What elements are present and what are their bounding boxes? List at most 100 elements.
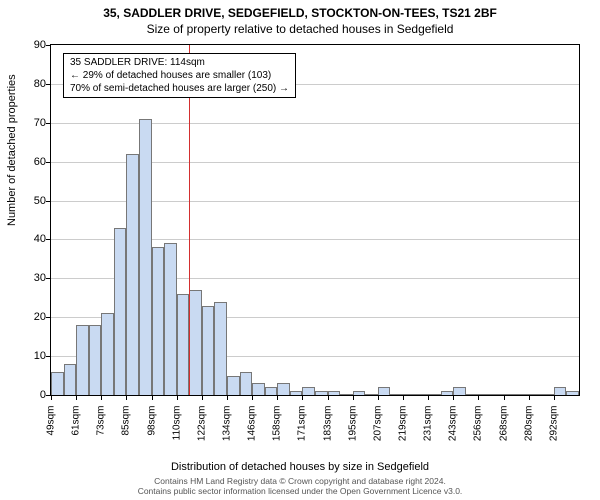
x-tick-mark [353,396,354,400]
histogram-bar [453,387,466,395]
x-tick-mark [126,396,127,400]
histogram-bar [189,290,202,395]
x-tick-mark [378,396,379,400]
y-tick-label: 0 [16,389,46,401]
histogram-bar [64,364,77,395]
histogram-bar [428,394,441,395]
x-tick-mark [328,396,329,400]
histogram-bar [290,391,303,395]
x-tick-mark [252,396,253,400]
histogram-bar [152,247,165,395]
y-tick-label: 60 [16,156,46,168]
x-tick-mark [302,396,303,400]
y-tick-label: 10 [16,350,46,362]
x-tick-label: 134sqm [222,406,233,452]
x-tick-label: 268sqm [498,406,509,452]
histogram-bar [491,394,504,395]
x-tick-label: 219sqm [398,406,409,452]
x-axis-label: Distribution of detached houses by size … [0,461,600,473]
x-tick-label: 207sqm [372,406,383,452]
histogram-bar [378,387,391,395]
x-tick-mark [453,396,454,400]
x-tick-mark [554,396,555,400]
y-tick-label: 30 [16,272,46,284]
x-tick-label: 49sqm [46,406,57,452]
histogram-bar [126,154,139,395]
x-tick-label: 231sqm [423,406,434,452]
annotation-line: 35 SADDLER DRIVE: 114sqm [70,56,289,69]
histogram-bar [403,394,416,395]
histogram-bar [554,387,567,395]
histogram-bar [277,383,290,395]
x-tick-mark [478,396,479,400]
x-tick-label: 280sqm [523,406,534,452]
histogram-bar [315,391,328,395]
histogram-bar [478,394,491,395]
x-tick-label: 158sqm [272,406,283,452]
plot-area: 35 SADDLER DRIVE: 114sqm← 29% of detache… [50,44,580,396]
y-tick-label: 40 [16,233,46,245]
annotation-line: 70% of semi-detached houses are larger (… [70,82,289,95]
x-tick-mark [227,396,228,400]
histogram-bar [340,394,353,395]
histogram-bar [566,391,579,395]
histogram-bar [466,394,479,395]
x-tick-label: 292sqm [548,406,559,452]
histogram-bar [516,394,529,395]
x-tick-label: 122sqm [196,406,207,452]
histogram-bar [240,372,253,395]
histogram-bar [139,119,152,395]
x-tick-label: 195sqm [347,406,358,452]
x-tick-label: 61sqm [71,406,82,452]
x-tick-label: 110sqm [171,406,182,452]
histogram-bar [441,391,454,395]
annotation-line: ← 29% of detached houses are smaller (10… [70,69,289,82]
x-tick-mark [76,396,77,400]
y-tick-mark [46,395,50,396]
x-tick-mark [152,396,153,400]
histogram-bar [265,387,278,395]
x-tick-mark [529,396,530,400]
y-tick-mark [46,84,50,85]
histogram-bar [51,372,64,395]
histogram-bar [390,394,403,395]
y-tick-mark [46,201,50,202]
x-tick-mark [101,396,102,400]
y-tick-label: 20 [16,311,46,323]
x-tick-label: 171sqm [297,406,308,452]
x-tick-mark [51,396,52,400]
histogram-bar [177,294,190,395]
x-tick-label: 85sqm [121,406,132,452]
histogram-bar [89,325,102,395]
chart-container: 35, SADDLER DRIVE, SEDGEFIELD, STOCKTON-… [0,0,600,500]
footer: Contains HM Land Registry data © Crown c… [0,476,600,496]
y-tick-label: 90 [16,39,46,51]
x-tick-label: 243sqm [448,406,459,452]
title-main: 35, SADDLER DRIVE, SEDGEFIELD, STOCKTON-… [0,6,600,20]
x-tick-mark [277,396,278,400]
histogram-bar [353,391,366,395]
y-tick-mark [46,356,50,357]
histogram-bar [227,376,240,395]
annotation-box: 35 SADDLER DRIVE: 114sqm← 29% of detache… [63,53,296,98]
title-sub: Size of property relative to detached ho… [0,22,600,36]
x-tick-label: 146sqm [247,406,258,452]
x-tick-label: 183sqm [322,406,333,452]
x-tick-mark [202,396,203,400]
y-tick-mark [46,239,50,240]
histogram-bar [529,394,542,395]
x-tick-mark [403,396,404,400]
x-tick-mark [428,396,429,400]
y-tick-mark [46,162,50,163]
x-tick-mark [177,396,178,400]
footer-line-1: Contains HM Land Registry data © Crown c… [0,476,600,486]
y-tick-label: 80 [16,78,46,90]
x-tick-mark [504,396,505,400]
x-tick-label: 256sqm [473,406,484,452]
x-tick-label: 73sqm [96,406,107,452]
y-tick-label: 70 [16,117,46,129]
histogram-bar [76,325,89,395]
histogram-bar [541,394,554,395]
grid-line [51,123,579,124]
histogram-bar [504,394,517,395]
